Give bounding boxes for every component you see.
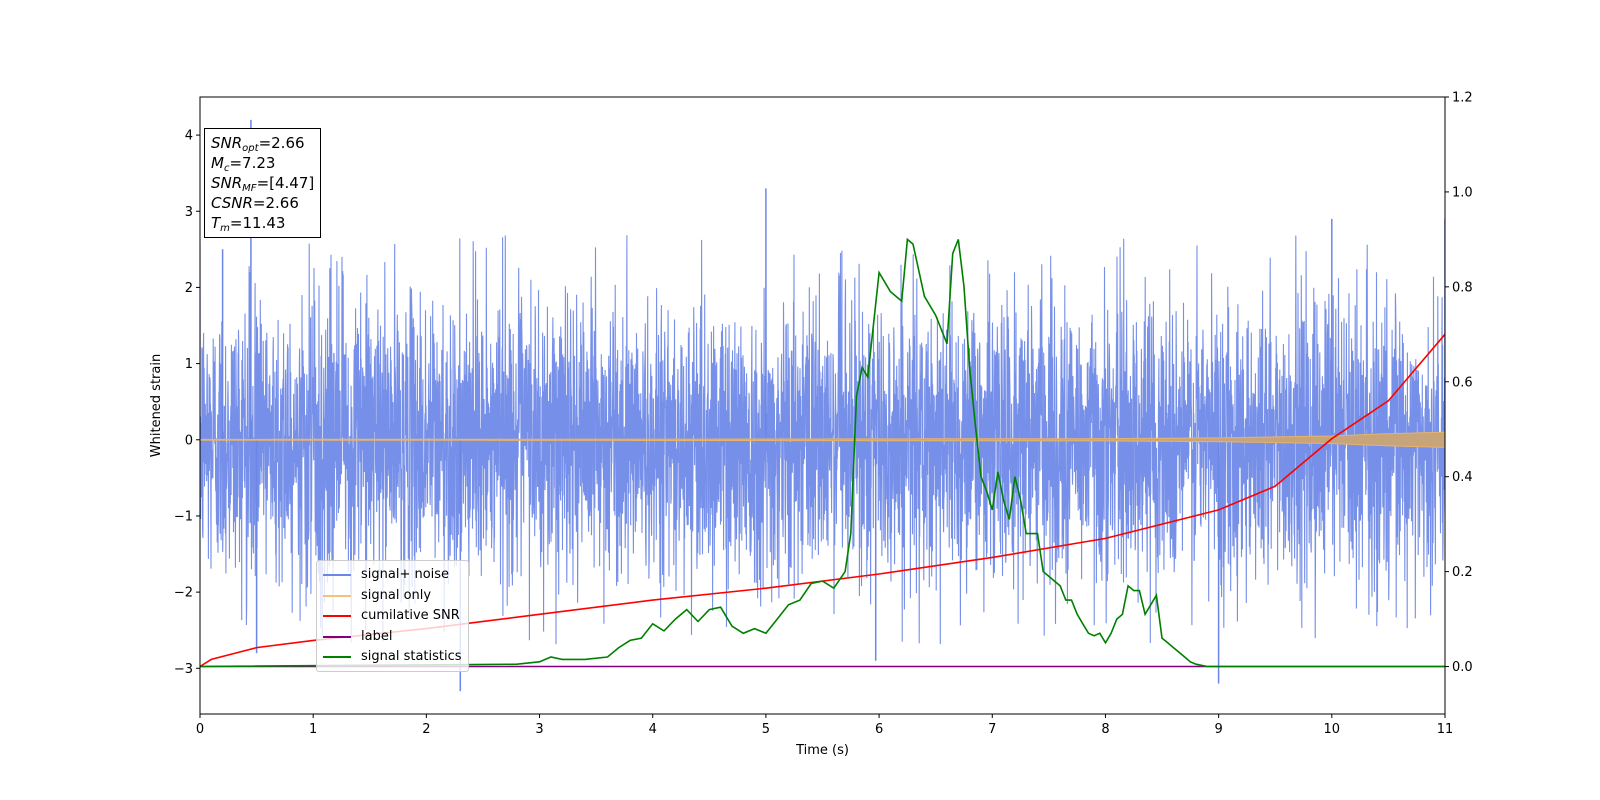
x-tick-label: 2: [422, 722, 430, 737]
legend-item-signal-only: signal only: [323, 586, 462, 607]
x-axis-label: Time (s): [795, 743, 849, 758]
y-axis-label: Whitened strain: [149, 354, 164, 457]
x-tick-label: 8: [1101, 722, 1109, 737]
y2-tick-label: 1.0: [1452, 185, 1473, 200]
y2-tick-label: 0.2: [1452, 565, 1473, 580]
x-tick-label: 5: [762, 722, 770, 737]
x-tick-label: 0: [196, 722, 204, 737]
y2-tick-label: 0.8: [1452, 280, 1473, 295]
chirp-mass-row: Mc=7.23: [211, 154, 276, 174]
legend-item-label: label: [323, 627, 462, 648]
x-tick-label: 9: [1214, 722, 1222, 737]
legend-swatch: [323, 656, 351, 659]
legend-item-signal-noise: signal+ noise: [323, 565, 462, 586]
y-tick-label: −3: [174, 662, 193, 677]
y2-tick-label: 0.4: [1452, 470, 1473, 485]
merger-time-row: Tm=11.43: [211, 214, 286, 234]
csnr-row: CSNR=2.66: [211, 194, 299, 212]
y-tick-label: 1: [185, 357, 193, 372]
y-tick-label: 4: [185, 129, 193, 144]
legend-swatch: [323, 635, 351, 638]
legend-item-signal-statistics: signal statistics: [323, 647, 462, 668]
y-tick-label: 2: [185, 281, 193, 296]
x-tick-label: 4: [649, 722, 657, 737]
legend-swatch: [323, 574, 351, 577]
y-tick-label: 3: [185, 205, 193, 220]
y2-tick-label: 0.6: [1452, 375, 1473, 390]
x-tick-label: 7: [988, 722, 996, 737]
legend: signal+ noise signal only cumilative SNR…: [316, 560, 469, 672]
parameters-box: SNRopt=2.66 Mc=7.23 SNRMF=[4.47] CSNR=2.…: [204, 128, 322, 238]
legend-item-cumulative-snr: cumilative SNR: [323, 606, 462, 627]
legend-swatch: [323, 594, 351, 597]
y-tick-label: −2: [174, 586, 193, 601]
x-tick-label: 6: [875, 722, 883, 737]
y-tick-label: −1: [174, 509, 193, 524]
snr-mf-row: SNRMF=[4.47]: [211, 174, 315, 194]
y2-tick-label: 1.2: [1452, 91, 1473, 106]
y2-tick-label: 0.0: [1452, 660, 1473, 675]
x-tick-label: 10: [1324, 722, 1341, 737]
x-tick-label: 3: [535, 722, 543, 737]
y-tick-label: 0: [185, 433, 193, 448]
signal-statistics-line: [199, 237, 1445, 668]
signal-noise-line: [200, 235, 1445, 645]
legend-swatch: [323, 615, 351, 618]
snr-opt-row: SNRopt=2.66: [211, 134, 305, 154]
plot-frame: [199, 96, 1446, 715]
x-tick-label: 11: [1437, 722, 1454, 737]
x-tick-label: 1: [309, 722, 317, 737]
